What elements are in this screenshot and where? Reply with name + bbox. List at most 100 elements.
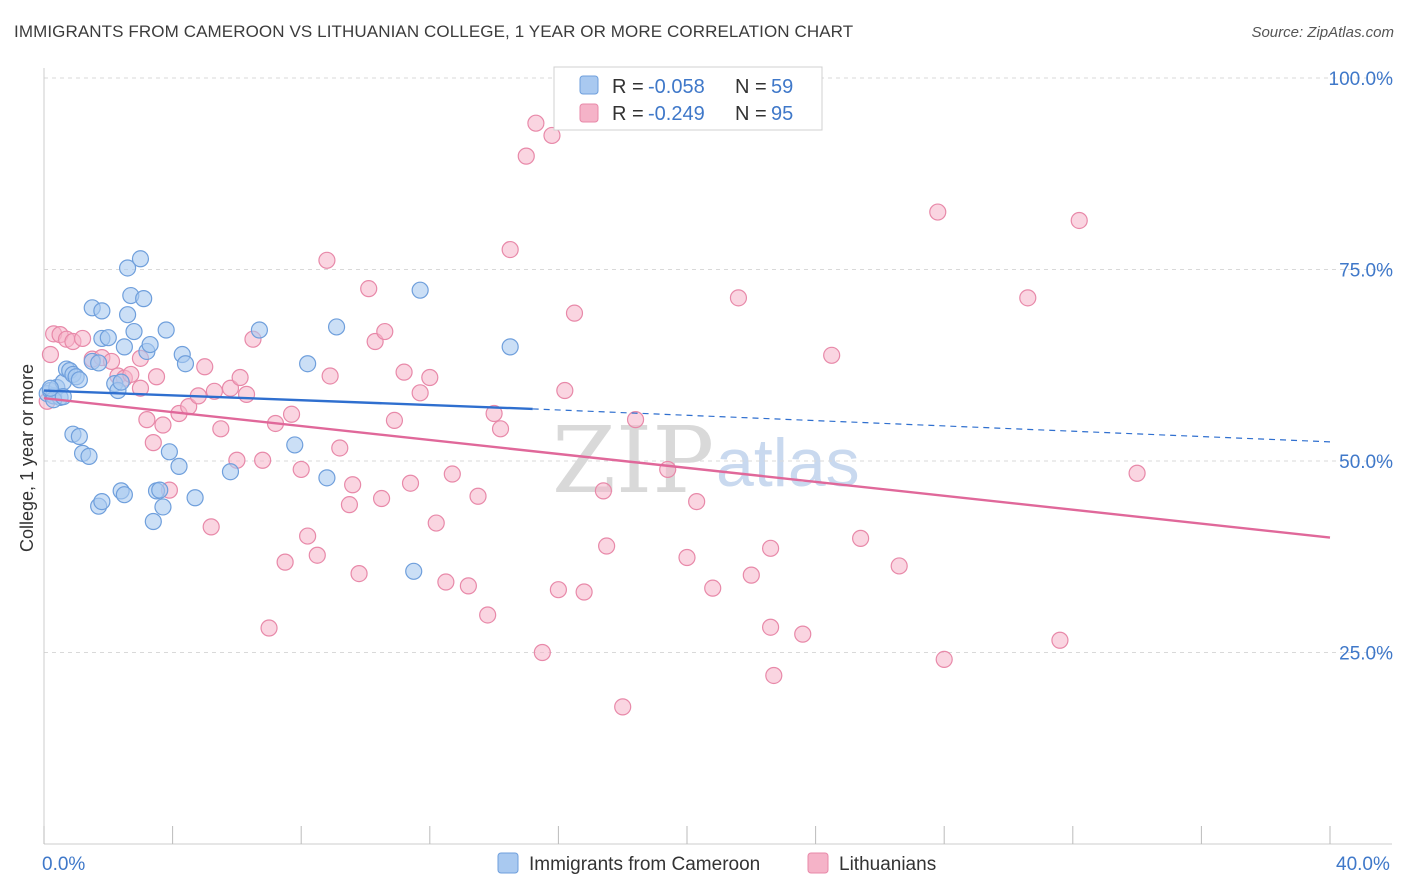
legend-n-value-lithuanians: 95 — [771, 103, 793, 125]
point-lithuanians-57 — [459, 577, 477, 595]
point-cameroon-43 — [221, 463, 240, 481]
point-cameroon-50 — [411, 281, 429, 299]
legend-r-value-lithuanians: -0.249 — [648, 103, 705, 125]
series-lithuanians-points — [38, 114, 1146, 716]
bottom-legend-swatch-cameroon — [497, 852, 519, 874]
point-cameroon-53 — [115, 486, 133, 504]
chart-title: IMMIGRANTS FROM CAMEROON VS LITHUANIAN C… — [14, 22, 854, 41]
trendline-cameroon-extension — [532, 408, 1331, 443]
point-lithuanians-69 — [565, 304, 584, 322]
point-cameroon-30 — [135, 290, 153, 308]
point-lithuanians-50 — [395, 363, 413, 381]
point-lithuanians-1 — [41, 345, 60, 364]
point-lithuanians-35 — [282, 405, 301, 423]
point-cameroon-51 — [501, 338, 519, 356]
gridlines — [44, 77, 1392, 653]
point-lithuanians-48 — [376, 322, 394, 341]
point-lithuanians-91 — [1051, 631, 1069, 649]
point-cameroon-45 — [286, 436, 304, 454]
point-lithuanians-55 — [437, 573, 455, 591]
point-lithuanians-14 — [138, 411, 156, 429]
point-cameroon-39 — [170, 457, 188, 475]
point-cameroon-25 — [118, 259, 137, 277]
legend-swatch-cameroon — [579, 75, 599, 95]
legend-r-label-cameroon: R = — [612, 76, 644, 98]
point-lithuanians-87 — [890, 557, 908, 575]
legend-n-value-cameroon: 59 — [771, 76, 793, 98]
point-cameroon-48 — [327, 318, 346, 336]
point-cameroon-14 — [80, 447, 98, 466]
x-tick-label-min: 0.0% — [42, 854, 85, 875]
point-lithuanians-59 — [479, 606, 497, 624]
point-lithuanians-37 — [299, 527, 317, 545]
point-lithuanians-34 — [276, 553, 294, 571]
trendline-lithuanians — [43, 396, 1331, 539]
point-cameroon-12 — [70, 427, 88, 446]
point-lithuanians-28 — [231, 368, 249, 387]
series-legend: Immigrants from Cameroon Lithuanians — [497, 852, 936, 875]
point-lithuanians-77 — [688, 492, 706, 511]
bottom-legend-swatch-lithuanians — [807, 852, 829, 874]
x-axis-ticks — [43, 826, 1331, 844]
point-cameroon-26 — [118, 306, 137, 324]
trendline-cameroon — [43, 389, 533, 411]
point-lithuanians-78 — [704, 579, 722, 597]
y-tick-label-75: 75.0% — [1339, 261, 1393, 282]
watermark-atlas: atlas — [716, 425, 860, 501]
y-tick-label-50: 50.0% — [1339, 452, 1393, 473]
x-tick-label-max: 40.0% — [1336, 854, 1390, 875]
legend-r-label-lithuanians: R = — [612, 103, 644, 125]
point-lithuanians-52 — [411, 384, 429, 402]
y-tick-label-100: 100.0% — [1329, 69, 1394, 90]
legend-frame — [553, 66, 823, 131]
point-lithuanians-56 — [443, 465, 461, 483]
point-lithuanians-75 — [659, 460, 677, 479]
point-lithuanians-64 — [527, 114, 545, 132]
point-cameroon-20 — [99, 329, 117, 347]
point-lithuanians-67 — [549, 581, 568, 599]
point-cameroon-46 — [299, 355, 317, 373]
point-cameroon-42 — [186, 489, 204, 507]
point-lithuanians-68 — [556, 381, 574, 400]
point-lithuanians-89 — [935, 650, 953, 668]
point-cameroon-58 — [41, 379, 60, 397]
point-lithuanians-49 — [385, 411, 404, 430]
point-lithuanians-63 — [517, 147, 535, 165]
point-lithuanians-90 — [1019, 289, 1037, 307]
point-lithuanians-43 — [344, 476, 362, 494]
point-lithuanians-40 — [321, 367, 339, 385]
point-cameroon-49 — [405, 562, 423, 580]
point-lithuanians-71 — [598, 537, 616, 555]
bottom-legend-label-lithuanians: Lithuanians — [839, 854, 936, 875]
point-cameroon-47 — [318, 469, 336, 487]
point-cameroon-44 — [250, 321, 269, 339]
point-cameroon-41 — [176, 355, 195, 373]
point-lithuanians-17 — [154, 416, 172, 434]
point-lithuanians-39 — [318, 251, 336, 269]
point-lithuanians-36 — [292, 460, 310, 479]
point-lithuanians-83 — [761, 618, 780, 636]
y-tick-label-25: 25.0% — [1339, 644, 1393, 665]
point-lithuanians-23 — [202, 518, 220, 536]
point-lithuanians-72 — [594, 482, 613, 500]
point-lithuanians-84 — [794, 625, 812, 643]
point-lithuanians-86 — [852, 529, 870, 547]
point-lithuanians-58 — [469, 487, 487, 505]
point-lithuanians-6 — [73, 329, 92, 348]
point-lithuanians-80 — [742, 566, 760, 584]
point-cameroon-19 — [93, 302, 111, 320]
point-lithuanians-42 — [340, 496, 359, 514]
point-lithuanians-54 — [427, 514, 445, 532]
point-cameroon-32 — [141, 335, 159, 354]
bottom-legend-label-cameroon: Immigrants from Cameroon — [529, 854, 760, 875]
source-credit: Source: ZipAtlas.com — [1251, 24, 1394, 41]
legend-r-value-cameroon: -0.058 — [648, 76, 705, 98]
point-lithuanians-44 — [350, 565, 368, 583]
point-lithuanians-47 — [372, 489, 391, 508]
point-cameroon-55 — [93, 492, 111, 511]
point-lithuanians-13 — [131, 379, 150, 397]
legend-swatch-lithuanians — [579, 103, 599, 123]
point-lithuanians-66 — [543, 126, 561, 145]
point-cameroon-38 — [160, 443, 178, 461]
point-lithuanians-79 — [729, 289, 748, 307]
